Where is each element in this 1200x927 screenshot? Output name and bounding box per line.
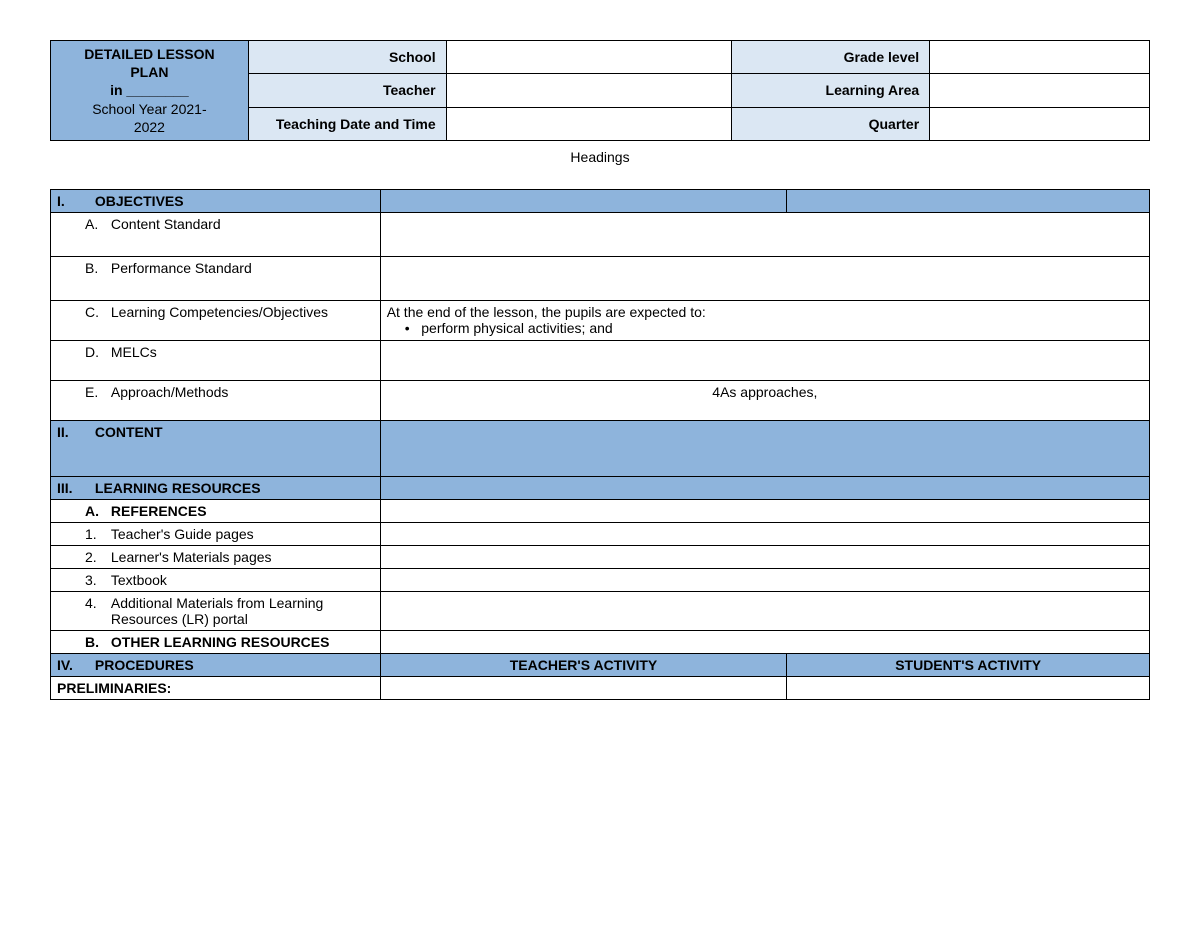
preliminaries-teacher <box>380 676 787 699</box>
title-l1: DETAILED LESSON <box>84 46 214 62</box>
main-table: I. OBJECTIVES A. Content Standard B. Per… <box>50 189 1150 700</box>
label-approach-methods: Approach/Methods <box>111 384 229 400</box>
row-other-learning-resources: B. OTHER LEARNING RESOURCES <box>51 630 1150 653</box>
lc-b1: perform physical activities; and <box>421 320 612 336</box>
label-grade-level: Grade level <box>732 41 930 74</box>
letter-E: E. <box>85 384 107 400</box>
label-quarter: Quarter <box>732 107 930 140</box>
label-content: CONTENT <box>95 424 163 440</box>
letter-A: A. <box>85 216 107 232</box>
objectives-blank-2 <box>787 189 1150 212</box>
row-performance-standard: B. Performance Standard <box>51 256 1150 300</box>
roman-II: II. <box>57 424 91 440</box>
letter-B: B. <box>85 260 107 276</box>
title-l3a: in <box>110 82 122 98</box>
value-performance-standard <box>380 256 1149 300</box>
title-l5: 2022 <box>134 119 165 135</box>
lc-intro: At the end of the lesson, the pupils are… <box>387 304 1143 320</box>
header-table: DETAILED LESSON PLAN in ________ School … <box>50 40 1150 141</box>
label-teaching-date-text: Teaching Date and Time <box>276 116 436 132</box>
row-learning-competencies: C. Learning Competencies/Objectives At t… <box>51 300 1150 340</box>
roman-IV: IV. <box>57 657 91 673</box>
roman-III: III. <box>57 480 91 496</box>
value-learning-competencies: At the end of the lesson, the pupils are… <box>380 300 1149 340</box>
title-l2: PLAN <box>130 64 168 80</box>
value-school <box>446 41 732 74</box>
label-preliminaries: PRELIMINARIES: <box>51 676 381 699</box>
label-other-learning-resources: OTHER LEARNING RESOURCES <box>111 634 330 650</box>
label-learning-area: Learning Area <box>732 74 930 107</box>
roman-I: I. <box>57 193 91 209</box>
label-learners-materials: Learner's Materials pages <box>111 549 272 565</box>
title-l3b: ________ <box>126 82 188 98</box>
letter-D: D. <box>85 344 107 360</box>
label-learning-competencies: Learning Competencies/Objectives <box>111 304 328 320</box>
label-objectives: OBJECTIVES <box>95 193 184 209</box>
label-teaching-date: Teaching Date and Time <box>248 107 446 140</box>
value-learners-materials <box>380 545 1149 568</box>
row-melcs: D. MELCs <box>51 340 1150 380</box>
plan-title-cell: DETAILED LESSON PLAN in ________ School … <box>51 41 249 141</box>
value-content-standard <box>380 212 1149 256</box>
row-procedures: IV. PROCEDURES TEACHER'S ACTIVITY STUDEN… <box>51 653 1150 676</box>
letter-A2: A. <box>85 503 107 519</box>
letter-C: C. <box>85 304 107 320</box>
letter-B2: B. <box>85 634 107 650</box>
label-references: REFERENCES <box>111 503 207 519</box>
label-additional-materials: Additional Materials from Learning Resou… <box>111 595 351 627</box>
label-school: School <box>248 41 446 74</box>
col-students-activity: STUDENT'S ACTIVITY <box>787 653 1150 676</box>
label-procedures: PROCEDURES <box>95 657 194 673</box>
label-teachers-guide: Teacher's Guide pages <box>111 526 254 542</box>
row-preliminaries: PRELIMINARIES: <box>51 676 1150 699</box>
value-quarter <box>930 107 1150 140</box>
row-content: II. CONTENT <box>51 420 1150 476</box>
num-2: 2. <box>85 549 107 565</box>
learning-resources-blank <box>380 476 1149 499</box>
label-textbook: Textbook <box>111 572 167 588</box>
row-additional-materials: 4. Additional Materials from Learning Re… <box>51 591 1150 630</box>
title-l4: School Year 2021- <box>92 101 206 117</box>
label-performance-standard: Performance Standard <box>111 260 252 276</box>
objectives-blank-1 <box>380 189 787 212</box>
row-content-standard: A. Content Standard <box>51 212 1150 256</box>
num-3: 3. <box>85 572 107 588</box>
label-melcs: MELCs <box>111 344 157 360</box>
bullet-icon: • <box>405 320 422 336</box>
row-objectives: I. OBJECTIVES <box>51 189 1150 212</box>
value-textbook <box>380 568 1149 591</box>
value-additional-materials <box>380 591 1149 630</box>
value-learning-area <box>930 74 1150 107</box>
label-content-standard: Content Standard <box>111 216 221 232</box>
row-textbook: 3. Textbook <box>51 568 1150 591</box>
label-teacher: Teacher <box>248 74 446 107</box>
label-learning-resources: LEARNING RESOURCES <box>95 480 261 496</box>
row-learners-materials: 2. Learner's Materials pages <box>51 545 1150 568</box>
value-teachers-guide <box>380 522 1149 545</box>
col-teachers-activity: TEACHER'S ACTIVITY <box>380 653 787 676</box>
value-other-learning-resources <box>380 630 1149 653</box>
value-teacher <box>446 74 732 107</box>
row-teachers-guide: 1. Teacher's Guide pages <box>51 522 1150 545</box>
num-4: 4. <box>85 595 107 611</box>
label-learning-area-text: Learning Area <box>826 82 920 98</box>
value-grade-level <box>930 41 1150 74</box>
value-content <box>380 420 1149 476</box>
row-approach-methods: E. Approach/Methods 4As approaches, <box>51 380 1150 420</box>
value-approach-methods: 4As approaches, <box>380 380 1149 420</box>
num-1: 1. <box>85 526 107 542</box>
row-references: A. REFERENCES <box>51 499 1150 522</box>
value-teaching-date <box>446 107 732 140</box>
value-melcs <box>380 340 1149 380</box>
headings-caption: Headings <box>50 149 1150 165</box>
value-references <box>380 499 1149 522</box>
preliminaries-student <box>787 676 1150 699</box>
row-learning-resources: III. LEARNING RESOURCES <box>51 476 1150 499</box>
